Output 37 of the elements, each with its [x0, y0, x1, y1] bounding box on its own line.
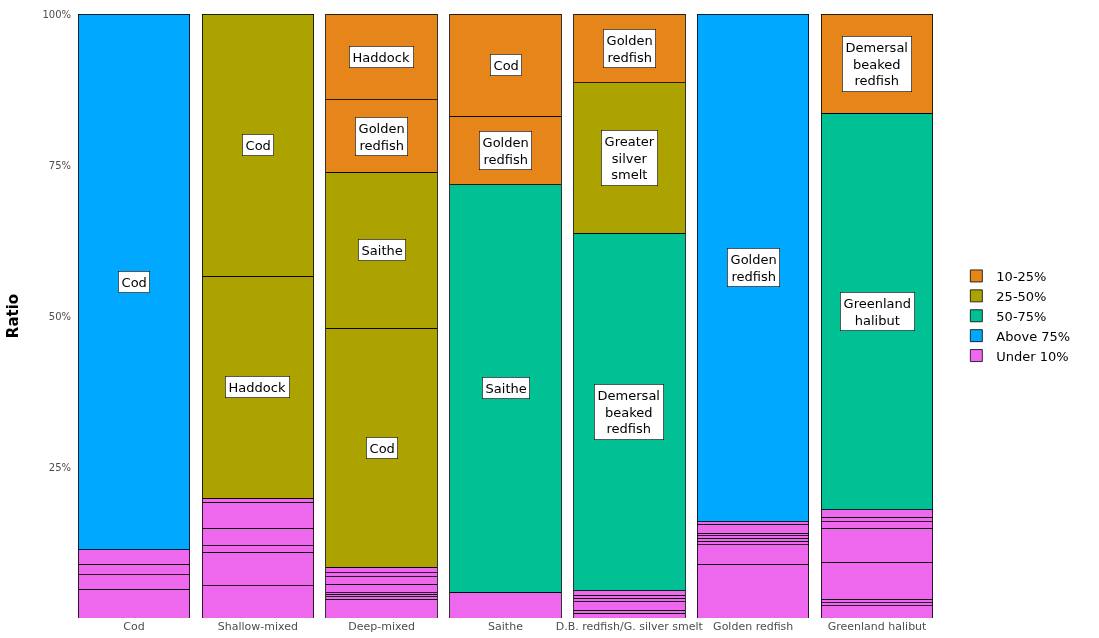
bar [325, 598, 438, 618]
x-tick-label: Cod [123, 620, 145, 633]
data-label: Golden redfish [358, 120, 405, 153]
y-tick-label: 100% [42, 8, 71, 20]
legend-label: Above 75% [996, 328, 1071, 344]
data-label: Golden redfish [482, 134, 529, 167]
x-tick-label: Deep-mixed [348, 620, 415, 633]
y-axis-title: Ratio [3, 293, 22, 339]
legend-label: Under 10% [996, 348, 1069, 364]
data-label: Greenland halibut [843, 295, 912, 328]
data-label: Greater silver smelt [604, 133, 655, 183]
data-label: Cod [369, 440, 395, 456]
y-tick-label: 25% [48, 461, 71, 473]
x-tick-label: Shallow-mixed [217, 620, 298, 633]
data-label: Saithe [485, 380, 527, 396]
bar [697, 14, 810, 523]
x-tick-label: D.B. redfish/G. silver smelt [555, 620, 704, 633]
y-tick-label: 75% [48, 159, 71, 171]
data-label: Cod [121, 274, 147, 290]
data-label: Haddock [352, 49, 410, 65]
bar [573, 601, 686, 611]
data-label: Golden redfish [730, 251, 777, 284]
y-tick-label: 50% [48, 310, 71, 322]
legend-label: 50-75% [996, 308, 1047, 324]
legend-label: 10-25% [996, 269, 1047, 285]
data-label: Demersal beaked redfish [597, 387, 660, 437]
data-label: Saithe [361, 242, 403, 258]
x-tick-label: Golden redfish [713, 620, 794, 633]
legend-label: 25-50% [996, 288, 1047, 304]
data-label: Golden redfish [606, 32, 653, 65]
data-label: Cod [493, 57, 519, 73]
x-tick-label: Saithe [488, 620, 524, 633]
bar [697, 523, 810, 534]
x-tick-label: Greenland halibut [827, 620, 928, 633]
data-label: Demersal beaked redfish [845, 39, 908, 89]
data-label: Haddock [228, 379, 286, 395]
data-label: Cod [245, 137, 271, 153]
